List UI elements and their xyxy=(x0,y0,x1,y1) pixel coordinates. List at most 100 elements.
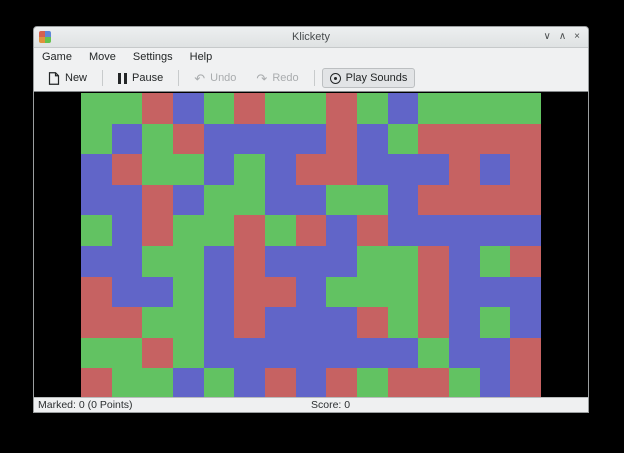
tile[interactable] xyxy=(172,276,204,308)
tile[interactable] xyxy=(234,154,265,185)
tile[interactable] xyxy=(479,215,511,246)
tile[interactable] xyxy=(111,307,143,338)
tile[interactable] xyxy=(326,154,357,185)
tile[interactable] xyxy=(234,215,265,246)
tile[interactable] xyxy=(203,337,235,369)
tile[interactable] xyxy=(264,307,296,338)
tile[interactable] xyxy=(479,337,511,369)
tile[interactable] xyxy=(111,123,143,155)
tile[interactable] xyxy=(81,307,112,338)
tile[interactable] xyxy=(172,215,204,246)
tile[interactable] xyxy=(172,337,204,369)
tile[interactable] xyxy=(326,93,357,124)
tile[interactable] xyxy=(510,93,541,124)
tile[interactable] xyxy=(295,307,327,338)
tile[interactable] xyxy=(479,276,511,308)
tile[interactable] xyxy=(387,337,419,369)
tile[interactable] xyxy=(172,123,204,155)
tile[interactable] xyxy=(448,123,480,155)
tile[interactable] xyxy=(510,246,541,277)
tile[interactable] xyxy=(142,215,173,246)
tile[interactable] xyxy=(264,154,296,185)
tile[interactable] xyxy=(234,276,265,308)
tile[interactable] xyxy=(142,368,173,397)
tile[interactable] xyxy=(448,184,480,216)
tile[interactable] xyxy=(111,215,143,246)
tile[interactable] xyxy=(356,93,388,124)
menu-move[interactable]: Move xyxy=(88,50,116,63)
tile[interactable] xyxy=(203,154,235,185)
tile[interactable] xyxy=(510,154,541,185)
redo-button[interactable]: ↷ Redo xyxy=(248,68,306,88)
tile[interactable] xyxy=(203,215,235,246)
tile[interactable] xyxy=(448,307,480,338)
tile[interactable] xyxy=(326,368,357,397)
tile[interactable] xyxy=(295,368,327,397)
tile[interactable] xyxy=(264,215,296,246)
tile[interactable] xyxy=(295,184,327,216)
tile[interactable] xyxy=(479,307,511,338)
tile[interactable] xyxy=(111,154,143,185)
tile[interactable] xyxy=(111,337,143,369)
tile[interactable] xyxy=(326,215,357,246)
tile[interactable] xyxy=(356,246,388,277)
tile[interactable] xyxy=(448,215,480,246)
tile[interactable] xyxy=(387,368,419,397)
tile[interactable] xyxy=(418,337,449,369)
tile[interactable] xyxy=(172,307,204,338)
tile[interactable] xyxy=(234,246,265,277)
tile[interactable] xyxy=(479,93,511,124)
tile[interactable] xyxy=(479,368,511,397)
tile[interactable] xyxy=(81,184,112,216)
tile[interactable] xyxy=(264,123,296,155)
undo-button[interactable]: ↶ Undo xyxy=(186,68,244,88)
tile[interactable] xyxy=(295,93,327,124)
tile[interactable] xyxy=(111,93,143,124)
tile[interactable] xyxy=(387,93,419,124)
new-button[interactable]: New xyxy=(40,68,95,89)
tile[interactable] xyxy=(295,154,327,185)
tile[interactable] xyxy=(111,276,143,308)
tile[interactable] xyxy=(356,123,388,155)
tile[interactable] xyxy=(203,184,235,216)
tile[interactable] xyxy=(264,246,296,277)
tile[interactable] xyxy=(295,246,327,277)
tile[interactable] xyxy=(203,123,235,155)
tile[interactable] xyxy=(479,184,511,216)
tile[interactable] xyxy=(142,246,173,277)
tile[interactable] xyxy=(326,246,357,277)
tile[interactable] xyxy=(264,337,296,369)
tile[interactable] xyxy=(418,93,449,124)
tile[interactable] xyxy=(142,93,173,124)
tile[interactable] xyxy=(326,337,357,369)
titlebar[interactable]: Klickety ∨ ∧ × xyxy=(34,27,588,48)
tile[interactable] xyxy=(111,246,143,277)
tile[interactable] xyxy=(418,368,449,397)
tile[interactable] xyxy=(295,123,327,155)
tile[interactable] xyxy=(418,276,449,308)
tile[interactable] xyxy=(203,276,235,308)
play-sounds-button[interactable]: Play Sounds xyxy=(321,68,416,88)
tile[interactable] xyxy=(418,215,449,246)
tile[interactable] xyxy=(448,368,480,397)
tile[interactable] xyxy=(172,246,204,277)
tile[interactable] xyxy=(142,154,173,185)
tile[interactable] xyxy=(448,276,480,308)
tile[interactable] xyxy=(81,368,112,397)
tile[interactable] xyxy=(510,123,541,155)
tile[interactable] xyxy=(326,184,357,216)
close-icon[interactable]: × xyxy=(574,31,580,42)
tile[interactable] xyxy=(142,276,173,308)
tile[interactable] xyxy=(81,215,112,246)
tile[interactable] xyxy=(356,276,388,308)
menu-game[interactable]: Game xyxy=(42,50,72,63)
tile[interactable] xyxy=(418,307,449,338)
tile[interactable] xyxy=(448,154,480,185)
tile[interactable] xyxy=(356,307,388,338)
tile[interactable] xyxy=(479,246,511,277)
tile[interactable] xyxy=(264,184,296,216)
tile[interactable] xyxy=(418,154,449,185)
tile[interactable] xyxy=(172,368,204,397)
tile[interactable] xyxy=(448,93,480,124)
tile[interactable] xyxy=(234,123,265,155)
